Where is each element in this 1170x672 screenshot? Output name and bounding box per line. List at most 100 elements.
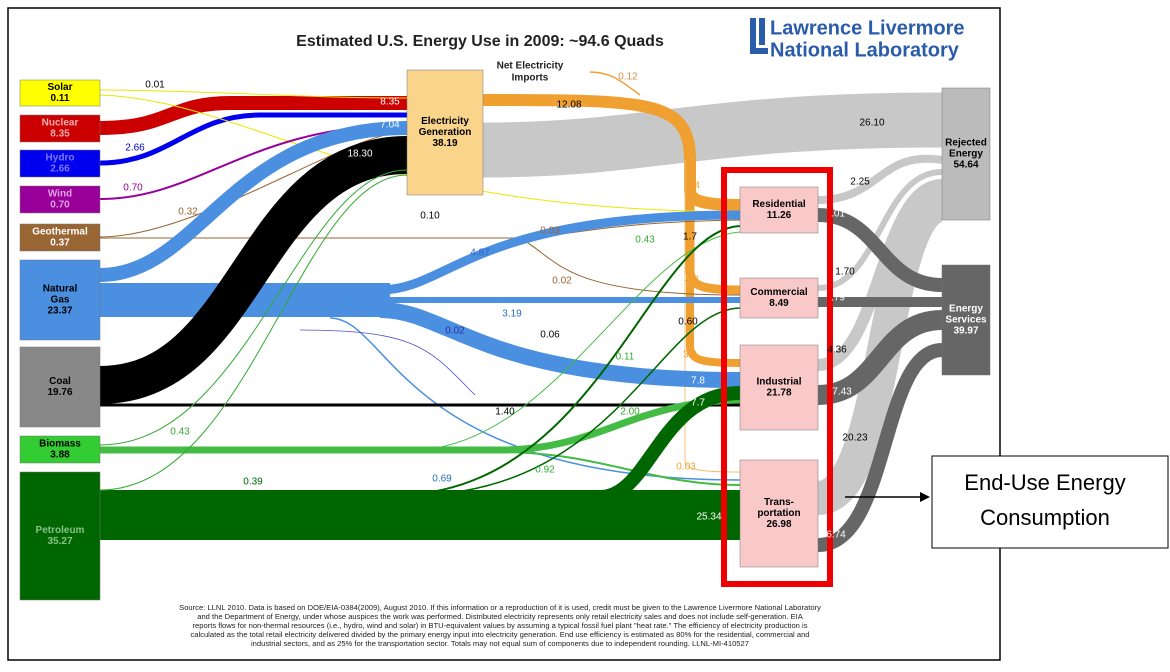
node-label: Gas (51, 295, 70, 306)
source-note-line: reports flows for non-thermal resources … (192, 621, 807, 630)
node-value: 0.70 (50, 200, 70, 211)
node-label: Trans- (764, 497, 794, 508)
flow (817, 343, 944, 552)
logo-mark (759, 18, 765, 45)
flow-label: 0.03 (676, 462, 696, 473)
flow (599, 386, 741, 504)
flow (589, 71, 641, 96)
flow-label: 1.40 (495, 407, 515, 418)
logo-text: National Laboratory (770, 39, 960, 61)
flow (99, 89, 408, 99)
source-note-line: and the Department of Energy, under whos… (197, 612, 803, 621)
node-label: Industrial (756, 377, 801, 388)
flow-label: 0.60 (678, 317, 698, 328)
flow (499, 451, 741, 486)
flow (817, 154, 943, 204)
node-label: Petroleum (36, 525, 85, 536)
flow (99, 121, 408, 282)
node-label: Residential (752, 199, 806, 210)
flow (519, 237, 741, 296)
logo-mark (750, 48, 768, 54)
node-value: 54.64 (953, 160, 978, 171)
node (19, 223, 101, 252)
source-note-line: industrial sectors, and as 25% for the t… (251, 639, 749, 648)
flow (817, 310, 943, 405)
flow-label: 4.3 (685, 275, 699, 286)
node (941, 87, 991, 221)
node (739, 277, 819, 319)
node (19, 259, 101, 341)
node-label: Wind (48, 189, 72, 200)
node-label: Geothermal (32, 227, 88, 238)
node (941, 264, 991, 376)
flow-label: 2.00 (620, 407, 640, 418)
flow-label: 0.06 (540, 330, 560, 341)
flow-label: 2.25 (850, 177, 870, 188)
node (739, 344, 819, 431)
node (19, 79, 101, 107)
flow-labels: 0.01 8.35 7.04 2.66 18.30 0.70 0.32 0.10 0.03 0.4… (123, 72, 885, 541)
node-label: Commercial (750, 287, 807, 298)
node-value: 26.98 (766, 519, 791, 530)
node-label: Hydro (46, 153, 75, 164)
imports-label: Imports (512, 73, 549, 84)
nodes: Solar0.11Nuclear8.35Hydro2.66Wind0.70Geo… (19, 69, 991, 601)
node (19, 435, 101, 464)
logo-mark (750, 18, 756, 54)
callout-text: End-Use Energy (964, 470, 1125, 495)
node-value: 39.97 (953, 326, 978, 337)
source-note-line: Source: LLNL 2010. Data is based on DOE/… (179, 603, 821, 612)
source-note: Source: LLNL 2010. Data is based on DOE/… (179, 603, 821, 648)
node-label: Services (945, 315, 987, 326)
node (406, 69, 484, 196)
flow (99, 169, 408, 446)
node-value: 8.35 (50, 129, 70, 140)
flow-label: 0.69 (432, 474, 452, 485)
flow-label: 0.39 (243, 477, 263, 488)
node-label: Generation (419, 127, 472, 138)
flow-label: 26.10 (859, 118, 884, 129)
flow-label: 6.74 (826, 530, 846, 541)
flow-label: 25.34 (696, 512, 721, 523)
flow (482, 96, 741, 367)
node-label: Coal (49, 376, 71, 387)
flow (419, 307, 741, 496)
node-value: 23.37 (47, 306, 72, 317)
node (739, 186, 819, 234)
node (19, 346, 101, 428)
flow-label: 1.7 (683, 232, 697, 243)
flow (99, 131, 408, 238)
node (19, 471, 101, 601)
flow-label: 7.43 (832, 387, 852, 398)
node-label: Natural (43, 284, 78, 295)
callout-box (931, 455, 1169, 549)
flow-label: 0.10 (420, 211, 440, 222)
node-label: Nuclear (42, 118, 79, 129)
flow-label: 7.8 (691, 376, 705, 387)
flow-label: 18.30 (347, 149, 372, 160)
logo-text: Lawrence Livermore (770, 17, 965, 39)
flow (379, 210, 741, 295)
flow-label: 0.12 (618, 72, 638, 83)
flow (684, 160, 741, 473)
flow-label: 0.43 (635, 235, 655, 246)
flow (99, 96, 407, 135)
flow-label: .79 (831, 293, 845, 304)
flow-label: 3.0 (683, 350, 697, 361)
node-value: 0.37 (50, 238, 70, 249)
flow-label: 4.4 (686, 181, 700, 192)
node-label: Energy (949, 304, 983, 315)
node-label: Biomass (39, 439, 81, 450)
node-value: 8.49 (769, 298, 789, 309)
node-value: 35.27 (47, 536, 72, 547)
node-value: 38.19 (432, 138, 457, 149)
flow-label: .01 (831, 209, 845, 220)
node-label: Rejected (945, 138, 987, 149)
flow-label: 0.92 (535, 465, 555, 476)
flow-label: 2.66 (125, 143, 145, 154)
flow-label: 7.04 (380, 120, 400, 131)
callout-arrowhead (920, 492, 930, 502)
node-value: 19.76 (47, 387, 72, 398)
